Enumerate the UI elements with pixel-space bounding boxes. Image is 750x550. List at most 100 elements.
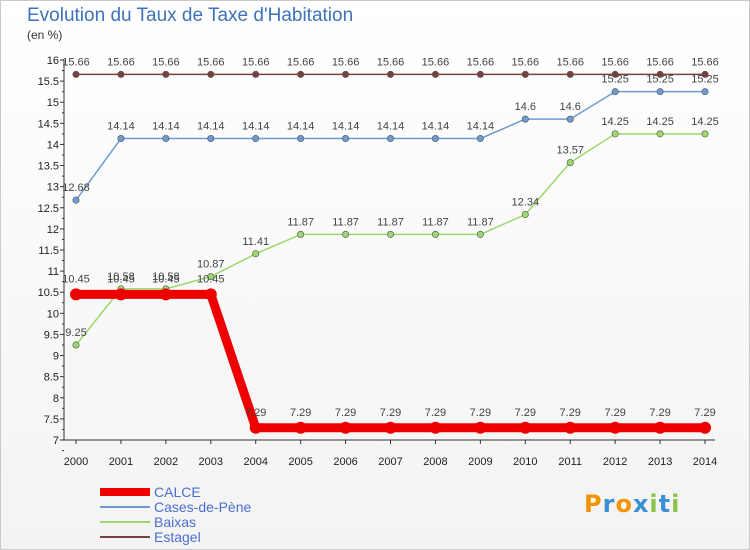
data-point (564, 421, 577, 434)
legend-label: Estagel (154, 528, 201, 545)
x-tick-label: 2001 (109, 456, 133, 468)
y-tick-label: 7 (53, 435, 59, 447)
data-point (117, 135, 125, 143)
data-label: 10.58 (107, 271, 135, 283)
data-point (207, 135, 215, 143)
logo-letter: i (649, 490, 659, 518)
data-label: 15.25 (601, 74, 629, 86)
data-point (207, 70, 215, 78)
data-label: 15.66 (62, 56, 90, 68)
data-label: 7.29 (604, 407, 625, 419)
y-tick-label: 13.5 (38, 161, 59, 173)
x-tick-label: 2003 (199, 456, 223, 468)
y-tick-label: 16 (47, 55, 59, 67)
data-label: 10.45 (197, 273, 225, 285)
data-label: 15.66 (646, 56, 674, 68)
data-label: 15.25 (691, 74, 719, 86)
data-point (431, 230, 439, 238)
data-point (72, 196, 80, 204)
data-point (654, 421, 667, 434)
legend-item: CALCE (100, 484, 251, 500)
x-tick-label: 2008 (423, 456, 447, 468)
data-point (159, 288, 172, 301)
data-point (339, 421, 352, 434)
y-tick-label: 8 (53, 393, 59, 405)
y-tick-label: 9.5 (44, 329, 59, 341)
logo-letter: r (602, 490, 616, 518)
data-label: 7.29 (694, 407, 715, 419)
data-label: 15.66 (287, 56, 315, 68)
data-point (114, 288, 127, 301)
data-label: 7.29 (470, 407, 491, 419)
data-point (252, 135, 260, 143)
data-label: 10.87 (197, 259, 225, 271)
data-label: 14.14 (197, 121, 225, 133)
data-label: 14.25 (601, 116, 629, 128)
data-label: 14.14 (107, 121, 135, 133)
data-point (297, 230, 305, 238)
x-tick-label: 2004 (243, 456, 267, 468)
legend-swatch (100, 505, 150, 508)
logo-letter: x (632, 490, 650, 518)
data-point (162, 70, 170, 78)
data-label: 14.14 (287, 121, 315, 133)
data-point (162, 135, 170, 143)
data-label: 15.66 (601, 56, 629, 68)
data-label: 15.66 (332, 56, 360, 68)
y-tick-label: 15.5 (38, 76, 59, 88)
data-label: 14.14 (467, 121, 495, 133)
data-point (342, 135, 350, 143)
data-point (387, 70, 395, 78)
data-label: 10.45 (152, 273, 180, 285)
data-point (342, 70, 350, 78)
data-label: 15.25 (646, 74, 674, 86)
logo-letter: P (584, 490, 603, 518)
data-point (521, 211, 529, 219)
data-point (611, 130, 619, 138)
series-line-cases-de-pène (75, 90, 706, 201)
data-point (72, 70, 80, 78)
y-tick-label: 8.5 (44, 372, 59, 384)
data-label: 10.58 (152, 271, 180, 283)
data-label: 7.29 (515, 407, 536, 419)
x-tick-label: 2006 (333, 456, 357, 468)
data-point (701, 70, 709, 78)
data-point (72, 341, 80, 349)
y-tick-label: 12 (47, 224, 59, 236)
data-point (384, 421, 397, 434)
data-point (701, 88, 709, 96)
data-point (297, 135, 305, 143)
y-tick-label: 15 (47, 97, 59, 109)
x-tick-label: 2012 (603, 456, 627, 468)
data-point (521, 115, 529, 123)
data-label: 15.66 (242, 56, 270, 68)
data-label: 15.66 (422, 56, 450, 68)
data-point (519, 421, 532, 434)
y-tick-label: 14.5 (38, 118, 59, 130)
data-point (294, 421, 307, 434)
data-label: 7.29 (335, 407, 356, 419)
data-label: 7.29 (649, 407, 670, 419)
x-tick-label: 2011 (558, 456, 582, 468)
data-point (609, 421, 622, 434)
data-point (431, 70, 439, 78)
data-label: 14.14 (422, 121, 450, 133)
x-tick-label: 2005 (288, 456, 312, 468)
data-label: 14.6 (515, 101, 536, 113)
data-point (476, 70, 484, 78)
legend-item: Cases-de-Pène (100, 499, 251, 515)
series-line-baixas (75, 133, 706, 346)
data-label: 10.45 (107, 273, 135, 285)
x-tick-label: 2002 (154, 456, 178, 468)
y-tick-label: 9 (53, 351, 59, 363)
legend-swatch (100, 535, 150, 538)
x-tick-label: 2013 (648, 456, 672, 468)
data-point (699, 421, 712, 434)
data-point (117, 70, 125, 78)
y-tick-label: 10.5 (38, 287, 59, 299)
y-tick-label: 10 (47, 308, 59, 320)
data-point (476, 230, 484, 238)
data-label: 11.87 (287, 216, 314, 228)
data-label: 9.25 (65, 327, 86, 339)
data-label: 15.66 (691, 56, 719, 68)
